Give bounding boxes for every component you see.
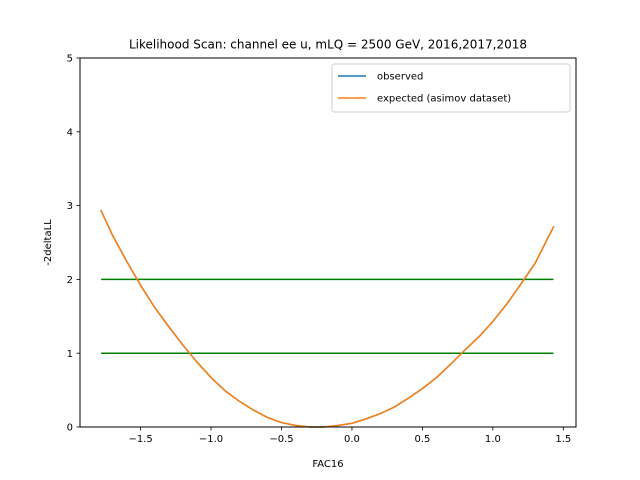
- axes-frame: [79, 57, 577, 428]
- x-tick-label: 1.5: [555, 434, 571, 445]
- y-tick-label: 3: [67, 201, 73, 212]
- legend-box: [331, 63, 571, 113]
- y-tick-label: 0: [67, 423, 73, 434]
- y-axis-label: -2deltaLL: [43, 219, 54, 266]
- x-tick-label: −1.0: [199, 434, 223, 445]
- x-axis: −1.5 −1.0 −0.5 0.0 0.5 1.0 1.5: [128, 427, 571, 445]
- y-tick-label: 4: [67, 127, 73, 138]
- x-tick-label: −0.5: [269, 434, 293, 445]
- y-tick-label: 5: [67, 54, 73, 65]
- x-axis-label: FAC16: [312, 459, 343, 470]
- y-tick-label: 1: [67, 349, 73, 360]
- legend-label: observed: [377, 72, 423, 83]
- y-tick-label: 2: [67, 275, 73, 286]
- legend-label: expected (asimov dataset): [377, 94, 511, 105]
- legend: observed expected (asimov dataset): [331, 63, 571, 113]
- y-axis: 0 1 2 3 4 5: [67, 54, 80, 434]
- x-tick-label: −1.5: [128, 434, 152, 445]
- chart-title: Likelihood Scan: channel ee u, mLQ = 250…: [129, 38, 527, 52]
- x-tick-label: 0.5: [414, 434, 430, 445]
- x-tick-label: 0.0: [344, 434, 360, 445]
- x-tick-label: 1.0: [485, 434, 501, 445]
